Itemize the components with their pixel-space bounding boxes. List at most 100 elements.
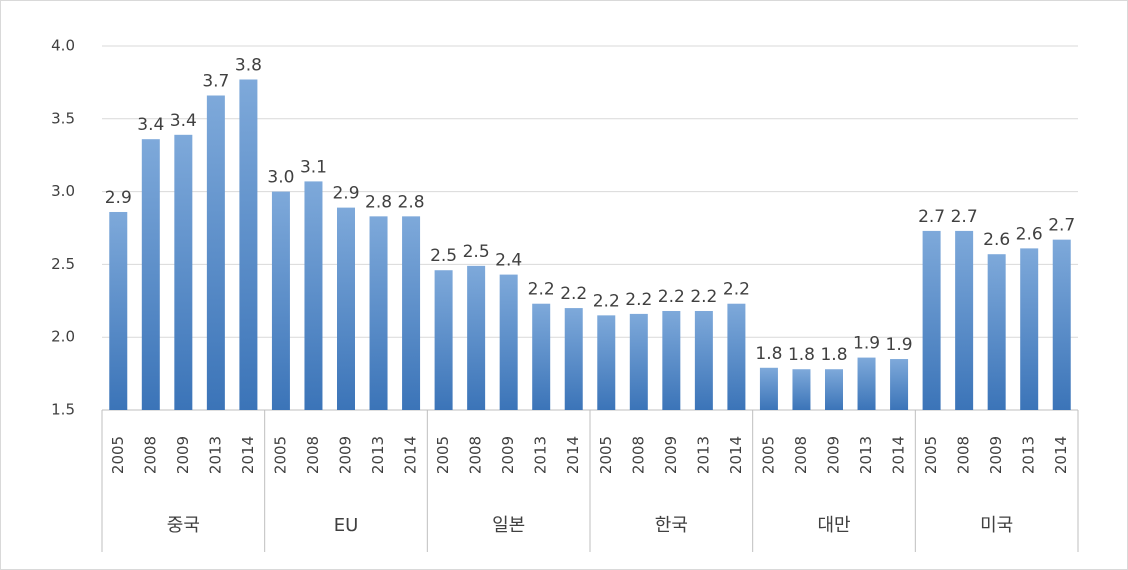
value-label: 2.2 <box>723 280 750 300</box>
value-label: 2.6 <box>983 230 1010 250</box>
x-tick-label: 2014 <box>402 436 420 474</box>
x-tick-label: 2013 <box>532 436 550 474</box>
group-label: 미국 <box>980 515 1013 536</box>
bar <box>271 191 290 410</box>
bar <box>141 139 160 410</box>
value-label: 2.6 <box>1016 224 1043 244</box>
x-tick-label: 2008 <box>955 436 973 474</box>
bar <box>597 315 616 410</box>
bar <box>727 303 746 410</box>
value-label: 1.8 <box>755 344 782 364</box>
x-tick-label: 2008 <box>467 436 485 474</box>
bar <box>402 216 421 410</box>
y-tick-label: 3.5 <box>51 109 75 127</box>
bar <box>434 270 453 410</box>
bar <box>304 181 323 410</box>
value-label: 3.1 <box>300 157 327 177</box>
value-label: 2.2 <box>528 280 555 300</box>
bar <box>987 254 1006 410</box>
x-tick-label: 2013 <box>857 436 875 474</box>
x-tick-label: 2009 <box>987 436 1005 474</box>
bar <box>1052 239 1071 410</box>
value-label: 2.9 <box>332 184 359 204</box>
y-tick-label: 2.5 <box>51 255 75 273</box>
x-tick-label: 2014 <box>727 436 745 474</box>
x-tick-label: 2005 <box>271 436 289 474</box>
bar <box>890 359 909 410</box>
bar <box>174 134 193 411</box>
value-label: 2.5 <box>430 246 457 266</box>
bar <box>857 357 876 410</box>
value-label: 2.2 <box>658 287 685 307</box>
group-label: EU <box>334 515 359 536</box>
x-tick-label: 2008 <box>141 436 159 474</box>
value-label: 2.9 <box>105 188 132 208</box>
value-label: 2.8 <box>398 192 425 212</box>
group-label: 한국 <box>655 515 688 536</box>
value-label: 3.4 <box>137 115 164 135</box>
x-tick-label: 2005 <box>109 436 127 474</box>
x-tick-label: 2014 <box>890 436 908 474</box>
value-label: 1.8 <box>788 345 815 365</box>
bar <box>792 369 811 410</box>
y-tick-label: 4.0 <box>51 37 75 55</box>
group-label: 대만 <box>817 515 850 536</box>
bar <box>662 310 681 410</box>
x-tick-label: 2005 <box>759 436 777 474</box>
bar <box>239 79 258 410</box>
bar <box>759 367 778 410</box>
value-label: 2.8 <box>365 192 392 212</box>
x-tick-label: 2009 <box>662 436 680 474</box>
bar <box>467 265 486 410</box>
value-label: 1.8 <box>820 345 847 365</box>
bar <box>1020 248 1039 410</box>
x-tick-label: 2014 <box>1052 436 1070 474</box>
value-label: 2.7 <box>951 207 978 227</box>
y-tick-label: 3.0 <box>51 182 75 200</box>
value-label: 3.0 <box>267 168 294 188</box>
bar <box>694 310 713 410</box>
bar <box>922 230 941 410</box>
x-tick-label: 2013 <box>206 436 224 474</box>
x-tick-label: 2009 <box>499 436 517 474</box>
value-label: 2.2 <box>593 291 620 311</box>
bar <box>206 95 225 410</box>
bar <box>109 211 128 410</box>
value-label: 2.7 <box>918 207 945 227</box>
value-label: 2.7 <box>1048 216 1075 236</box>
value-label: 2.2 <box>690 287 717 307</box>
value-label: 3.7 <box>202 72 229 92</box>
x-tick-label: 2013 <box>694 436 712 474</box>
bar <box>955 230 974 410</box>
value-label: 2.4 <box>495 251 522 271</box>
x-tick-label: 2005 <box>434 436 452 474</box>
value-label: 1.9 <box>886 335 913 355</box>
bar <box>825 369 843 410</box>
bar <box>629 313 648 410</box>
bar <box>564 308 583 410</box>
group-label: 중국 <box>167 515 200 536</box>
value-label: 2.5 <box>463 242 490 262</box>
x-tick-label: 2005 <box>597 436 615 474</box>
bar <box>532 303 551 410</box>
x-tick-label: 2008 <box>629 436 647 474</box>
group-label: 일본 <box>492 515 525 536</box>
x-tick-label: 2009 <box>337 436 355 474</box>
x-tick-label: 2013 <box>369 436 387 474</box>
bar <box>499 274 518 410</box>
x-tick-label: 2008 <box>792 436 810 474</box>
y-tick-label: 1.5 <box>51 401 75 419</box>
x-tick-label: 2013 <box>1020 436 1038 474</box>
value-label: 3.4 <box>170 111 197 131</box>
x-tick-label: 2008 <box>304 436 322 474</box>
value-label: 1.9 <box>853 334 880 354</box>
bar <box>369 216 388 410</box>
x-tick-label: 2014 <box>564 436 582 474</box>
value-label: 2.2 <box>560 284 587 304</box>
value-label: 3.8 <box>235 55 262 75</box>
bar <box>337 207 355 410</box>
x-tick-label: 2009 <box>825 436 843 474</box>
x-tick-label: 2014 <box>239 436 257 474</box>
value-label: 2.2 <box>625 290 652 310</box>
